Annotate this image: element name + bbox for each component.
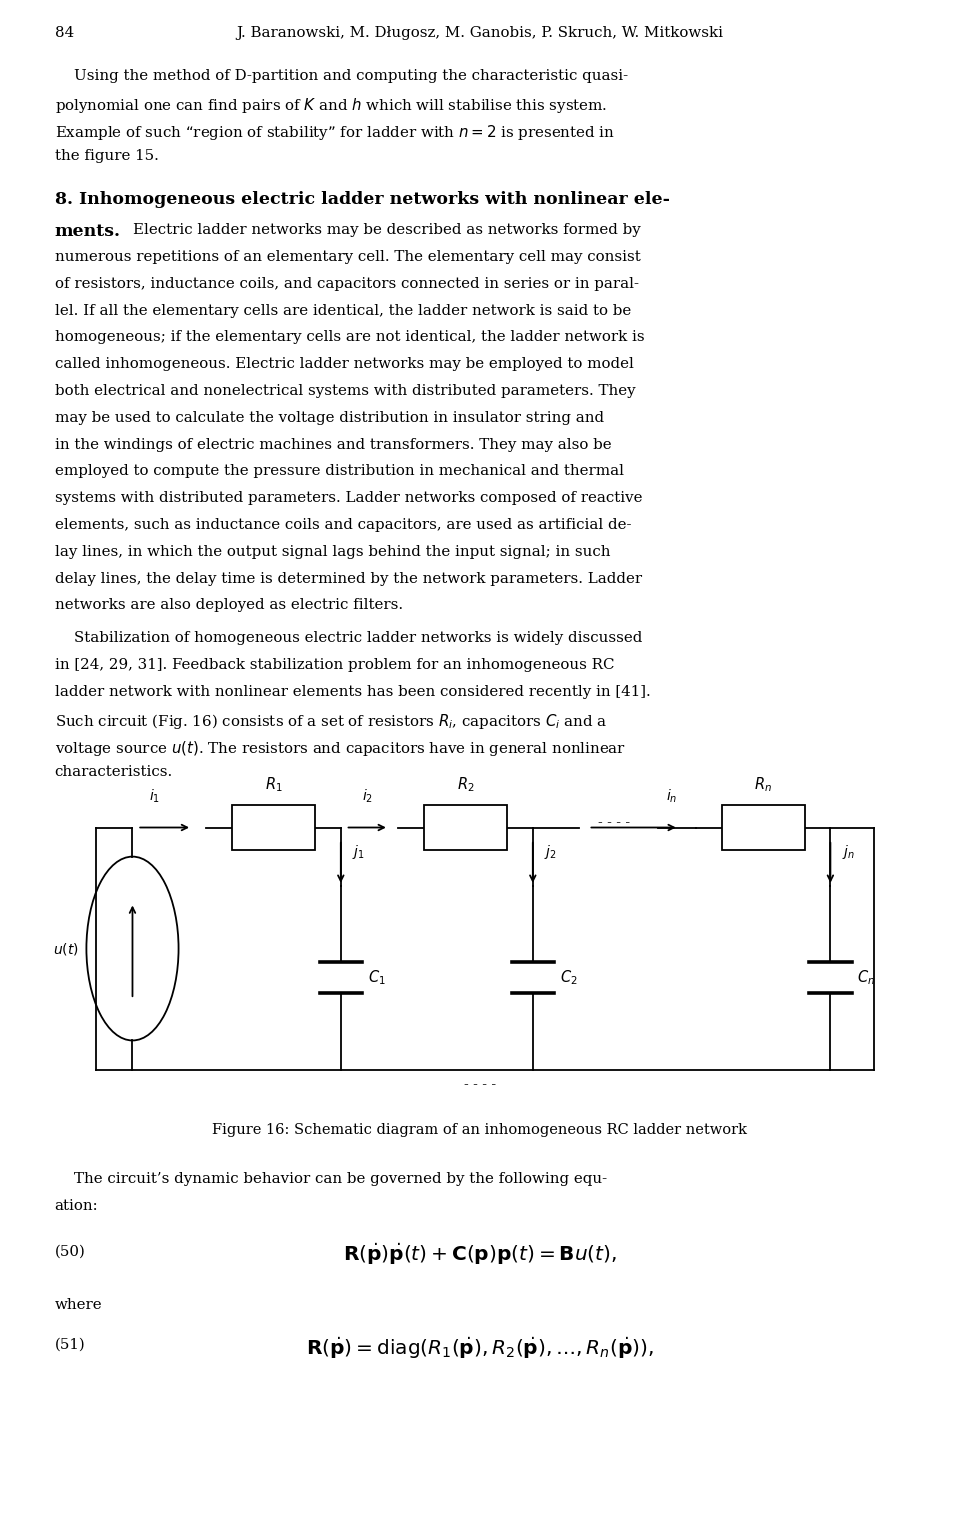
- Text: 84: 84: [55, 26, 74, 40]
- Text: $R_1$: $R_1$: [265, 775, 282, 794]
- Text: 8. Inhomogeneous electric ladder networks with nonlinear ele-: 8. Inhomogeneous electric ladder network…: [55, 192, 670, 208]
- Text: (50): (50): [55, 1244, 85, 1258]
- Text: in [24, 29, 31]. Feedback stabilization problem for an inhomogeneous RC: in [24, 29, 31]. Feedback stabilization …: [55, 659, 614, 673]
- Text: delay lines, the delay time is determined by the network parameters. Ladder: delay lines, the delay time is determine…: [55, 571, 642, 585]
- Text: polynomial one can find pairs of $K$ and $h$ which will stabilise this system.: polynomial one can find pairs of $K$ and…: [55, 95, 607, 115]
- Text: $i_n$: $i_n$: [666, 787, 678, 804]
- Text: Using the method of D-partition and computing the characteristic quasi-: Using the method of D-partition and comp…: [55, 69, 628, 83]
- Text: $j_n$: $j_n$: [842, 843, 854, 861]
- Text: Electric ladder networks may be described as networks formed by: Electric ladder networks may be describe…: [133, 224, 641, 237]
- Text: employed to compute the pressure distribution in mechanical and thermal: employed to compute the pressure distrib…: [55, 464, 624, 478]
- Text: (51): (51): [55, 1337, 85, 1353]
- Text: $j_1$: $j_1$: [352, 843, 365, 861]
- Text: $C_n$: $C_n$: [857, 968, 876, 987]
- Text: Such circuit (Fig. 16) consists of a set of resistors $R_i$, capacitors $C_i$ an: Such circuit (Fig. 16) consists of a set…: [55, 712, 607, 731]
- Text: $C_2$: $C_2$: [560, 968, 577, 987]
- Text: elements, such as inductance coils and capacitors, are used as artificial de-: elements, such as inductance coils and c…: [55, 518, 632, 532]
- Text: ation:: ation:: [55, 1200, 98, 1213]
- Text: of resistors, inductance coils, and capacitors connected in series or in paral-: of resistors, inductance coils, and capa…: [55, 277, 638, 291]
- Text: $i_2$: $i_2$: [362, 787, 372, 804]
- Text: Figure 16: Schematic diagram of an inhomogeneous RC ladder network: Figure 16: Schematic diagram of an inhom…: [212, 1123, 748, 1137]
- Text: lel. If all the elementary cells are identical, the ladder network is said to be: lel. If all the elementary cells are ide…: [55, 303, 631, 317]
- Text: called inhomogeneous. Electric ladder networks may be employed to model: called inhomogeneous. Electric ladder ne…: [55, 357, 634, 371]
- Text: $\mathbf{R}(\dot{\mathbf{p}}) = \mathrm{diag}(R_1(\dot{\mathbf{p}}), R_2(\dot{\m: $\mathbf{R}(\dot{\mathbf{p}}) = \mathrm{…: [306, 1334, 654, 1360]
- Text: systems with distributed parameters. Ladder networks composed of reactive: systems with distributed parameters. Lad…: [55, 492, 642, 506]
- Text: $R_2$: $R_2$: [457, 775, 474, 794]
- Text: Stabilization of homogeneous electric ladder networks is widely discussed: Stabilization of homogeneous electric la…: [55, 631, 642, 645]
- Text: homogeneous; if the elementary cells are not identical, the ladder network is: homogeneous; if the elementary cells are…: [55, 331, 644, 345]
- Text: - - - -: - - - -: [464, 1079, 496, 1092]
- Text: $R_n$: $R_n$: [755, 775, 772, 794]
- Text: ments.: ments.: [55, 224, 121, 241]
- Text: the figure 15.: the figure 15.: [55, 149, 158, 164]
- Text: in the windings of electric machines and transformers. They may also be: in the windings of electric machines and…: [55, 438, 612, 452]
- Text: both electrical and nonelectrical systems with distributed parameters. They: both electrical and nonelectrical system…: [55, 385, 636, 398]
- Text: $j_2$: $j_2$: [544, 843, 557, 861]
- Text: ladder network with nonlinear elements has been considered recently in [41].: ladder network with nonlinear elements h…: [55, 685, 651, 699]
- Text: voltage source $u(t)$. The resistors and capacitors have in general nonlinear: voltage source $u(t)$. The resistors and…: [55, 738, 626, 758]
- Text: The circuit’s dynamic behavior can be governed by the following equ-: The circuit’s dynamic behavior can be go…: [55, 1172, 607, 1186]
- Text: $i_1$: $i_1$: [150, 787, 160, 804]
- Bar: [232, 804, 315, 850]
- Text: $\mathbf{R}(\dot{\mathbf{p}})\dot{\mathbf{p}}(t) + \mathbf{C}(\mathbf{p})\mathbf: $\mathbf{R}(\dot{\mathbf{p}})\dot{\mathb…: [343, 1241, 617, 1267]
- Text: - - - -: - - - -: [598, 817, 631, 830]
- Text: networks are also deployed as electric filters.: networks are also deployed as electric f…: [55, 599, 403, 613]
- Text: J. Baranowski, M. Długosz, M. Ganobis, P. Skruch, W. Mitkowski: J. Baranowski, M. Długosz, M. Ganobis, P…: [236, 26, 724, 40]
- Text: lay lines, in which the output signal lags behind the input signal; in such: lay lines, in which the output signal la…: [55, 545, 611, 559]
- Bar: [722, 804, 804, 850]
- Text: where: where: [55, 1298, 103, 1311]
- Text: Example of such “region of stability” for ladder with $n = 2$ is presented in: Example of such “region of stability” fo…: [55, 123, 614, 141]
- Bar: [424, 804, 507, 850]
- Text: numerous repetitions of an elementary cell. The elementary cell may consist: numerous repetitions of an elementary ce…: [55, 250, 640, 264]
- Text: $C_1$: $C_1$: [368, 968, 385, 987]
- Text: characteristics.: characteristics.: [55, 766, 173, 780]
- Text: may be used to calculate the voltage distribution in insulator string and: may be used to calculate the voltage dis…: [55, 411, 604, 424]
- Text: $u(t)$: $u(t)$: [53, 941, 79, 956]
